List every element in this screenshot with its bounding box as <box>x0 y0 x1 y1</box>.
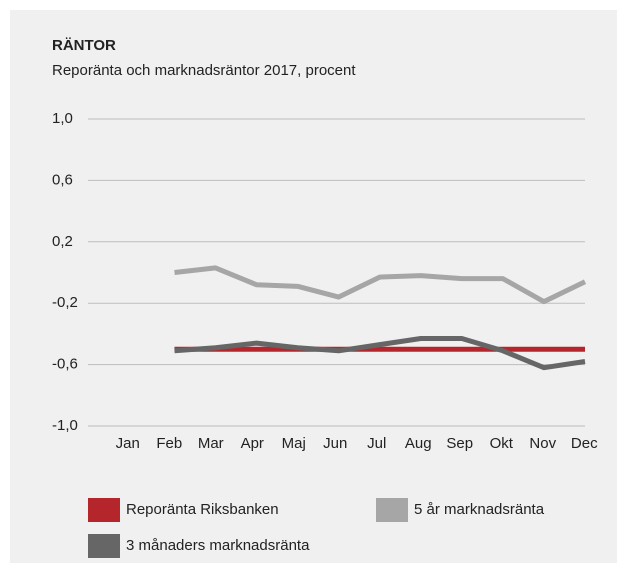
x-tick-label: Jan <box>116 435 140 452</box>
panel <box>10 10 617 563</box>
x-tick-label: Apr <box>241 435 264 452</box>
legend-swatch <box>376 498 408 522</box>
chart-subtitle: Reporänta och marknadsräntor 2017, proce… <box>52 62 356 79</box>
x-tick-label: Jun <box>323 435 347 452</box>
legend-swatch <box>88 498 120 522</box>
x-tick-label: Jul <box>367 435 386 452</box>
y-tick-label: 0,2 <box>52 233 73 250</box>
y-tick-label: -0,2 <box>52 294 78 311</box>
legend-label: 3 månaders marknadsränta <box>126 537 310 554</box>
y-tick-label: -0,6 <box>52 356 78 373</box>
y-tick-label: 0,6 <box>52 171 73 188</box>
x-tick-label: Aug <box>405 435 432 452</box>
legend-label: 5 år marknadsränta <box>414 501 545 518</box>
series-line <box>174 336 586 371</box>
x-tick-label: Nov <box>529 435 556 452</box>
x-tick-label: Dec <box>571 435 598 452</box>
legend-label: Reporänta Riksbanken <box>126 501 279 518</box>
x-tick-label: Maj <box>282 435 306 452</box>
x-tick-label: Feb <box>156 435 182 452</box>
legend-swatch <box>88 534 120 558</box>
x-tick-label: Mar <box>198 435 224 452</box>
y-tick-label: 1,0 <box>52 110 73 127</box>
y-tick-label: -1,0 <box>52 417 78 434</box>
x-tick-label: Sep <box>446 435 473 452</box>
series-line <box>174 265 587 305</box>
chart-title: RÄNTOR <box>52 37 116 54</box>
x-tick-label: Okt <box>490 435 514 452</box>
